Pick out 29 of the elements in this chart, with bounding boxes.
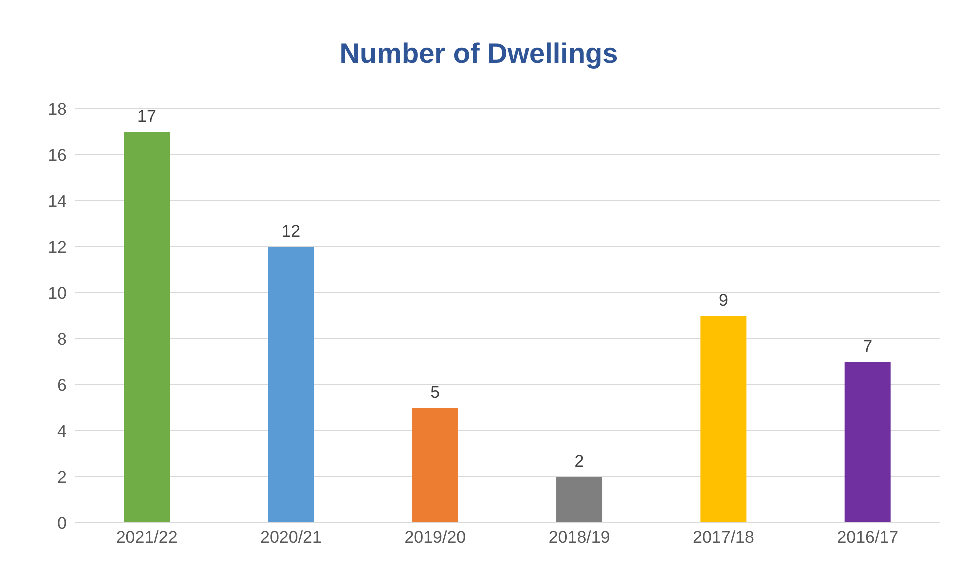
data-label: 9 (718, 291, 728, 310)
x-tick-label: 2016/17 (837, 528, 899, 548)
x-tick-label: 2019/20 (404, 528, 466, 548)
y-tick-label: 16 (48, 146, 67, 166)
bar (556, 477, 603, 523)
chart-title: Number of Dwellings (338, 38, 620, 70)
bar (700, 316, 747, 523)
y-tick-label: 10 (48, 284, 67, 304)
data-label: 12 (282, 222, 301, 241)
x-tick-label: 2017/18 (693, 528, 754, 548)
bar (268, 247, 314, 523)
bar (124, 132, 170, 523)
y-tick-label: 18 (48, 100, 67, 120)
y-tick-label: 0 (58, 514, 67, 534)
data-label: 2 (574, 452, 584, 471)
y-tick-label: 4 (58, 422, 67, 442)
y-tick-label: 8 (58, 330, 67, 350)
bar (844, 362, 891, 523)
bar (412, 408, 458, 523)
y-tick-label: 2 (58, 468, 67, 488)
data-label: 17 (138, 107, 156, 126)
data-label: 5 (430, 383, 440, 402)
x-tick-label: 2021/22 (116, 528, 178, 548)
x-tick-label: 2018/19 (548, 528, 610, 548)
y-tick-label: 14 (48, 192, 67, 212)
y-tick-label: 6 (58, 376, 67, 396)
data-label: 7 (863, 337, 873, 356)
y-tick-label: 12 (48, 238, 67, 258)
x-tick-label: 2020/21 (260, 528, 322, 548)
